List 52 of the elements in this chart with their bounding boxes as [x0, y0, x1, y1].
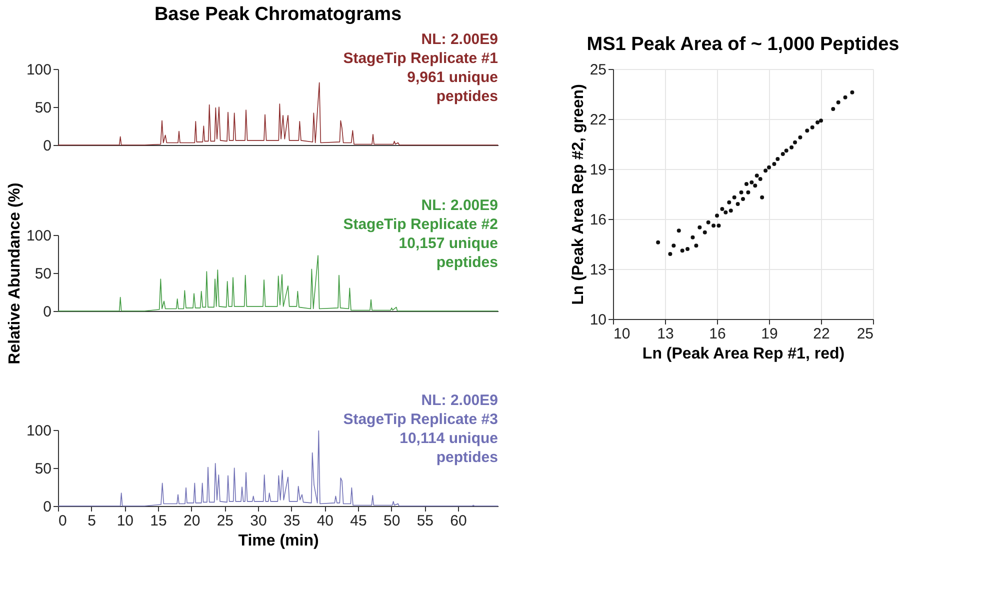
y-tick-label: 0	[43, 304, 52, 320]
annotation: peptides	[436, 254, 498, 271]
y-tick-label: 100	[26, 62, 52, 78]
x-tick-label: 25	[856, 326, 874, 342]
y-tick-label: 0	[43, 138, 52, 154]
x-tick-label: 22	[813, 326, 830, 342]
annotation: 10,114 unique	[400, 430, 498, 447]
x-axis-title: Time (min)	[238, 532, 319, 550]
y-tick-label: 0	[43, 498, 52, 516]
x-tick-label: 10	[614, 326, 630, 342]
text: StageTip Replicate #1	[343, 50, 498, 67]
x-tick-label: 10	[116, 512, 134, 530]
x-tick-label: 0	[58, 512, 67, 530]
x-tick-label: 60	[450, 512, 467, 530]
y-axis-title: Relative Abundance (%)	[6, 182, 24, 364]
annotation: 9,961 unique	[407, 69, 498, 86]
x-tick-label: 16	[709, 326, 726, 342]
annotation: peptides	[436, 449, 498, 466]
y-tick-label: 100	[26, 422, 52, 440]
x-tick-label: 45	[350, 512, 367, 530]
x-tick-label: 19	[761, 326, 778, 342]
y-tick-label: 50	[34, 266, 52, 282]
text: NL: 2.00E9	[421, 31, 498, 48]
x-tick-label: 35	[283, 512, 300, 530]
y-tick-label: 100	[26, 228, 52, 244]
annotation: 10,157 unique	[398, 235, 498, 252]
y-tick-label: 50	[34, 460, 52, 478]
text: StageTip Replicate #3	[343, 411, 498, 428]
x-axis-title: Ln (Peak Area Rep #1, red)	[642, 346, 845, 362]
y-tick-label: 16	[590, 212, 606, 228]
text: NL: 2.00E9	[421, 392, 498, 409]
x-tick-label: 13	[657, 326, 674, 342]
y-tick-label: 22	[590, 112, 606, 128]
annotation: peptides	[436, 88, 498, 105]
x-tick-label: 5	[88, 512, 96, 530]
chart-title: Base Peak Chromatograms	[154, 4, 402, 25]
x-tick-label: 55	[416, 512, 434, 530]
x-tick-label: 50	[383, 512, 400, 530]
y-tick-label: 25	[590, 62, 606, 78]
x-tick-label: 40	[316, 512, 334, 530]
y-tick-label: 50	[34, 100, 52, 116]
text: NL: 2.00E9	[421, 197, 498, 214]
y-tick-label: 19	[590, 162, 606, 178]
x-tick-label: 20	[183, 512, 200, 530]
chart-title: MS1 Peak Area of ~ 1,000 Peptides	[586, 34, 900, 55]
x-tick-label: 15	[150, 512, 167, 530]
text: StageTip Replicate #2	[343, 216, 498, 233]
x-tick-label: 30	[250, 512, 267, 530]
x-tick-label: 25	[216, 512, 234, 530]
y-tick-label: 10	[590, 312, 606, 328]
y-axis-title: Ln (Peak Area Rep #2, green)	[570, 84, 587, 305]
y-tick-label: 13	[590, 262, 606, 278]
